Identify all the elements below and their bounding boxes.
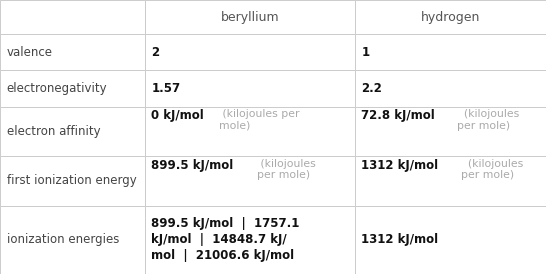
Text: 1.57: 1.57 (151, 82, 180, 95)
Text: electronegativity: electronegativity (7, 82, 107, 95)
Bar (355, 206, 546, 274)
Bar (145, 34, 355, 70)
Bar (0, 0, 145, 34)
Bar (355, 107, 546, 156)
Bar (355, 70, 546, 107)
Bar (355, 156, 546, 206)
Text: beryllium: beryllium (221, 11, 279, 24)
Bar (355, 34, 546, 70)
Bar (0, 107, 145, 156)
Text: 2.2: 2.2 (361, 82, 382, 95)
Text: 1312 kJ/mol: 1312 kJ/mol (361, 233, 438, 246)
Text: 72.8 kJ/mol: 72.8 kJ/mol (361, 109, 435, 122)
Text: 2: 2 (151, 46, 159, 59)
Bar (145, 0, 355, 34)
Bar (0, 70, 145, 107)
Text: 0 kJ/mol: 0 kJ/mol (151, 109, 204, 122)
Bar (0, 206, 145, 274)
Text: 899.5 kJ/mol  |  1757.1
kJ/mol  |  14848.7 kJ/
mol  |  21006.6 kJ/mol: 899.5 kJ/mol | 1757.1 kJ/mol | 14848.7 k… (151, 217, 300, 262)
Bar (0, 156, 145, 206)
Text: first ionization energy: first ionization energy (7, 174, 136, 187)
Bar (145, 156, 355, 206)
Bar (0, 34, 145, 70)
Bar (145, 206, 355, 274)
Text: electron affinity: electron affinity (7, 125, 100, 138)
Text: 1: 1 (361, 46, 370, 59)
Text: (kilojoules
per mole): (kilojoules per mole) (257, 159, 316, 180)
Text: (kilojoules per
mole): (kilojoules per mole) (219, 109, 300, 131)
Bar (145, 70, 355, 107)
Text: hydrogen: hydrogen (421, 11, 480, 24)
Text: (kilojoules
per mole): (kilojoules per mole) (456, 109, 519, 131)
Text: (kilojoules
per mole): (kilojoules per mole) (461, 159, 523, 180)
Text: 1312 kJ/mol: 1312 kJ/mol (361, 159, 438, 172)
Bar (145, 107, 355, 156)
Text: ionization energies: ionization energies (7, 233, 119, 246)
Text: 899.5 kJ/mol: 899.5 kJ/mol (151, 159, 234, 172)
Bar (355, 0, 546, 34)
Text: valence: valence (7, 46, 52, 59)
